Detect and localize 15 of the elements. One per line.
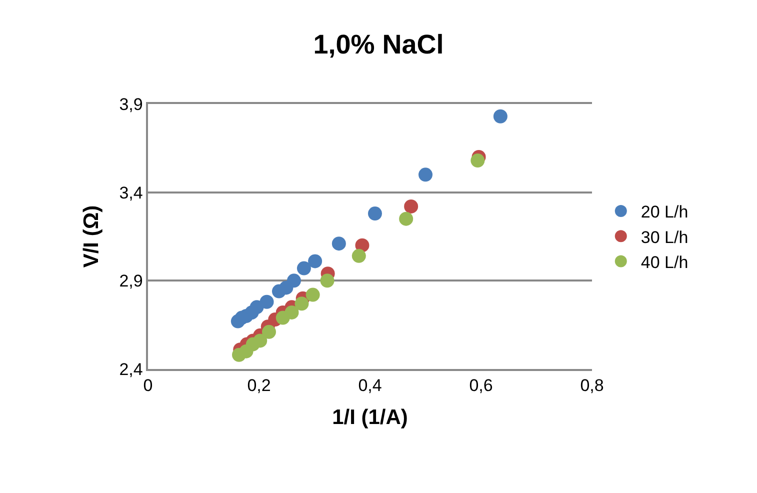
chart-title: 1,0% NaCl (313, 29, 444, 60)
y-tick-label: 2,9 (119, 272, 143, 291)
x-axis-title: 1/I (1/A) (332, 406, 408, 429)
x-tick-label: 0,8 (580, 376, 604, 396)
legend-label: 20 L/h (640, 202, 688, 222)
y-tick-label: 3,9 (119, 94, 143, 114)
x-tick-label: 0 (143, 376, 153, 396)
y-tick-label: 3,4 (119, 183, 143, 202)
legend-label: 30 L/h (640, 228, 688, 247)
legend-label: 40 L/h (640, 252, 688, 272)
y-tick-label: 2,4 (119, 360, 143, 379)
x-tick-label: 0,4 (358, 376, 382, 396)
y-axis-title: V/I (Ω) (80, 205, 103, 268)
x-tick-label: 0,6 (469, 376, 493, 396)
x-tick-label: 0,2 (247, 376, 271, 396)
